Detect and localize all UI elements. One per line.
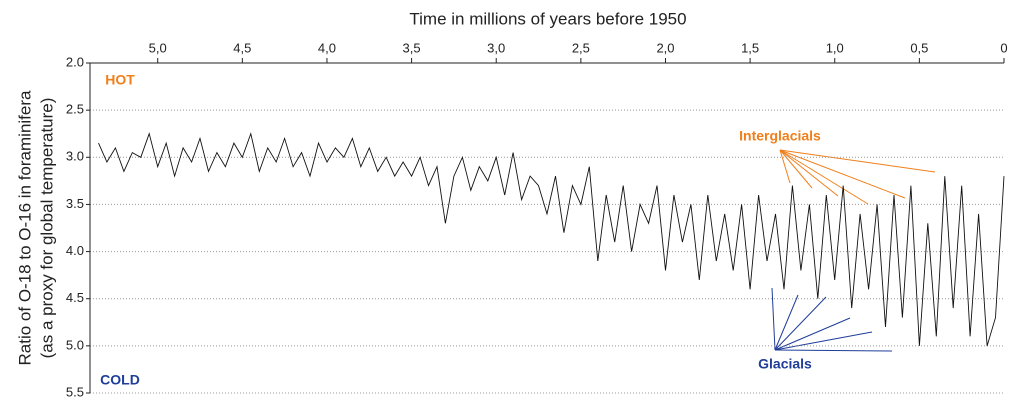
pointer <box>774 317 851 351</box>
y-tick-label: 2.5 <box>66 102 84 117</box>
y-tick-label: 2.0 <box>66 54 84 69</box>
x-axis-title: Time in millions of years before 1950 <box>409 9 686 28</box>
x-tick-label: 1,5 <box>741 40 759 55</box>
y-tick-label: 5.0 <box>66 337 84 352</box>
x-tick-label: 2,5 <box>572 40 590 55</box>
pointer <box>774 296 827 351</box>
pointer <box>779 149 869 205</box>
x-tick-label: 3,0 <box>487 40 505 55</box>
y-tick-label: 4.0 <box>66 243 84 258</box>
pointer <box>774 349 893 352</box>
annotation: Glacials <box>758 356 812 372</box>
x-tick-label: 0,5 <box>910 40 928 55</box>
annotation: HOT <box>105 72 135 88</box>
x-tick-label: 2,0 <box>656 40 674 55</box>
x-tick-label: 5,0 <box>149 40 167 55</box>
x-tick-label: 1,0 <box>826 40 844 55</box>
data-line <box>98 132 1005 347</box>
x-tick-label: 4,5 <box>233 40 251 55</box>
y-axis-title: (as a proxy for global temperature) <box>37 98 56 359</box>
pointer <box>779 149 791 184</box>
pointer <box>779 149 936 173</box>
y-tick-label: 5.5 <box>66 384 84 399</box>
pointer <box>779 149 813 189</box>
pointer <box>771 287 776 351</box>
x-tick-label: 0 <box>1000 40 1007 55</box>
y-tick-label: 3.0 <box>66 149 84 164</box>
x-tick-label: 3,5 <box>403 40 421 55</box>
y-tick-label: 3.5 <box>66 196 84 211</box>
glacial-pointers <box>771 287 893 352</box>
pointer <box>779 149 906 199</box>
pointer <box>774 331 873 351</box>
annotation: COLD <box>100 372 140 388</box>
pointer <box>774 294 799 351</box>
x-tick-label: 4,0 <box>318 40 336 55</box>
annotation: Interglacials <box>739 128 821 144</box>
y-axis-title: Ratio of O-18 to O-16 in foraminifera <box>15 90 34 366</box>
y-tick-label: 4.5 <box>66 290 84 305</box>
annotation-pointers <box>771 149 936 352</box>
